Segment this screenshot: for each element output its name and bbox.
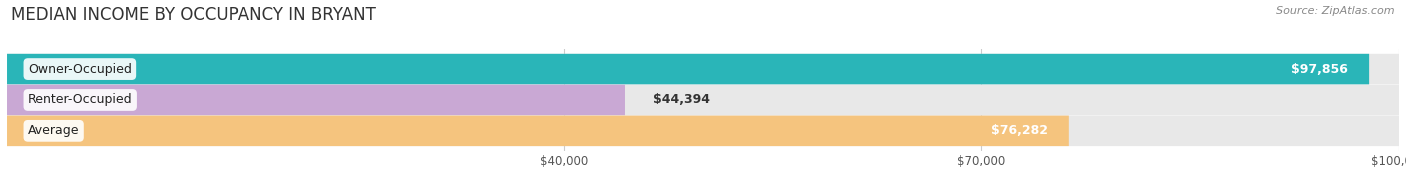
FancyBboxPatch shape [7, 54, 1369, 84]
FancyBboxPatch shape [7, 116, 1069, 146]
FancyBboxPatch shape [7, 85, 626, 115]
Text: $44,394: $44,394 [652, 93, 710, 106]
Text: $76,282: $76,282 [991, 124, 1047, 137]
Text: MEDIAN INCOME BY OCCUPANCY IN BRYANT: MEDIAN INCOME BY OCCUPANCY IN BRYANT [11, 6, 377, 24]
Text: Source: ZipAtlas.com: Source: ZipAtlas.com [1277, 6, 1395, 16]
FancyBboxPatch shape [7, 54, 1399, 84]
Text: Renter-Occupied: Renter-Occupied [28, 93, 132, 106]
Text: Average: Average [28, 124, 79, 137]
Text: Owner-Occupied: Owner-Occupied [28, 63, 132, 76]
FancyBboxPatch shape [7, 116, 1399, 146]
FancyBboxPatch shape [7, 85, 1399, 115]
Text: $97,856: $97,856 [1291, 63, 1348, 76]
